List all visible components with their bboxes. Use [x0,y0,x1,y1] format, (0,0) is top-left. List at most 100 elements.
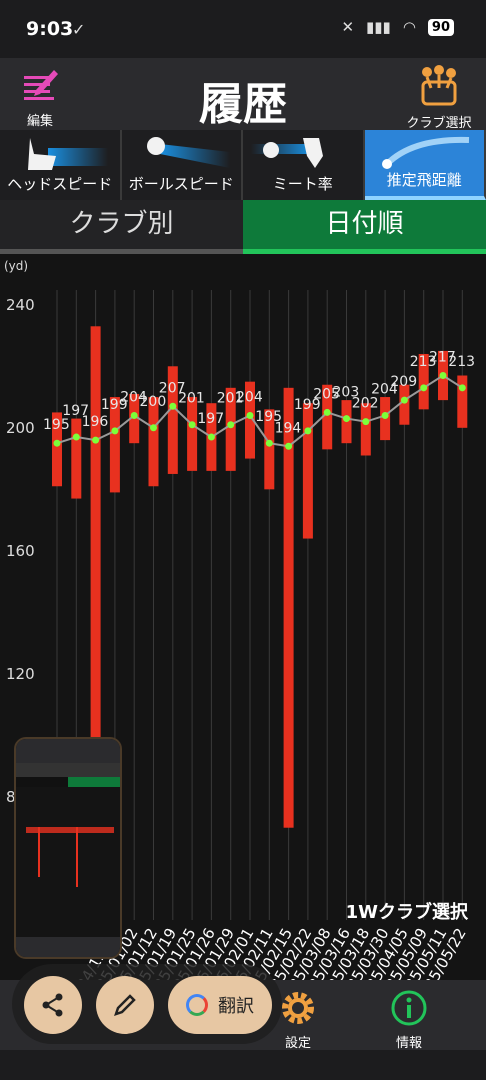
average-label: 197 [197,411,224,427]
status-bar: 9:03 ✓ ✕ ▮▮▮ ◠ 90 [0,0,486,58]
thumbnail-chart [16,787,120,937]
wifi-icon: ◠ [402,18,416,36]
club-select-button[interactable]: クラブ選択 [404,64,474,131]
range-bar [418,353,429,410]
y-tick-label: 120 [6,665,35,683]
average-label: 204 [371,382,398,398]
tab-head-speed[interactable]: ヘッドスピード [0,130,122,200]
average-point [323,408,331,416]
thumbnail-sort-tab [68,777,120,787]
nav-info[interactable]: 情報 [386,988,432,1051]
nav-settings[interactable]: 設定 [272,988,324,1051]
y-tick-label: 240 [6,296,35,314]
tab-estimated-distance[interactable]: 推定飛距離 [364,130,486,200]
range-bar [187,397,198,471]
ball-speed-icon [146,137,230,168]
tab-label: ヘッドスピード [7,175,113,193]
range-bar [109,397,120,493]
average-line [56,374,463,448]
average-point [188,421,196,429]
average-label: 202 [352,396,379,412]
signal-icon: ▮▮▮ [366,18,391,36]
app-header: 編集 履歴 クラブ選択 [0,58,486,131]
status-time: 9:03 [26,18,74,40]
tab-ball-speed[interactable]: ボールスピード [121,130,243,200]
range-bar [71,418,82,499]
average-point [92,436,100,444]
average-label: 201 [178,391,205,407]
average-point [362,418,370,426]
range-bar [90,326,101,797]
share-icon [42,993,63,1017]
nav-info-label: 情報 [395,1036,422,1051]
average-point [381,412,389,420]
trajectory-icon [381,136,469,169]
average-label: 209 [390,374,417,390]
pen-button[interactable] [96,976,154,1034]
edit-button[interactable]: 編集 [14,66,66,129]
tab-label: ボールスピード [128,175,234,193]
info-icon [391,990,427,1026]
y-unit-label: (yd) [4,259,28,273]
average-label: 204 [120,390,147,406]
average-label: 207 [159,380,186,396]
range-bar [264,409,275,490]
average-point [304,427,312,435]
range-bar [283,387,294,828]
floating-action-bar: 翻訳 [12,964,282,1044]
average-point [285,442,293,450]
average-label: 204 [236,390,263,406]
page-title: 履歴 [199,79,287,130]
sync-check-icon: ✓ [72,20,86,39]
screenshot-thumbnail[interactable] [14,737,122,959]
club-select-label: クラブ選択 [406,116,472,131]
range-bar [245,381,255,459]
battery-level: 90 [427,18,454,36]
average-label: 199 [294,397,321,413]
average-label: 197 [62,403,89,419]
golf-bag-icon [421,65,457,106]
average-label: 195 [43,417,70,433]
edit-icon [24,70,58,100]
average-point [130,412,138,420]
gear-icon [282,992,314,1024]
average-point [458,384,466,392]
range-bar [322,384,333,450]
club-caption: 1Wクラブ選択 [345,902,468,923]
average-label: 213 [448,354,475,370]
range-bar [457,375,468,428]
thumbnail-tabs [16,763,120,777]
average-point [169,402,177,410]
system-nav-bar [0,1050,486,1080]
tab-by-date[interactable]: 日付順 [243,200,486,254]
average-point [420,384,428,392]
tab-smash-factor[interactable]: ミート率 [243,130,365,200]
average-label: 217 [429,350,456,366]
tab-by-club[interactable]: クラブ別 [0,200,243,254]
thumbnail-nav [16,937,120,957]
nav-settings-label: 設定 [284,1036,311,1051]
average-point [227,421,235,429]
average-label: 213 [410,354,437,370]
average-point [111,427,119,435]
average-label: 205 [313,386,340,402]
average-label: 194 [275,420,302,436]
average-point [343,415,350,423]
smash-factor-icon [251,138,323,168]
average-point [439,372,447,380]
average-point [400,396,408,404]
sort-tab-bar: クラブ別 日付順 [0,200,486,254]
edit-label: 編集 [26,114,53,129]
range-bar [148,397,159,487]
average-point [72,433,80,441]
google-lens-icon [186,994,208,1016]
translate-button[interactable]: 翻訳 [168,976,272,1034]
share-button[interactable] [24,976,82,1034]
average-point [207,433,215,441]
range-bar [360,403,371,456]
average-label: 195 [255,409,282,425]
tab-label: ミート率 [272,175,333,193]
metric-tab-bar: ヘッドスピード ボールスピード ミート率 推定飛距離 [0,130,486,200]
range-bar [225,387,236,471]
average-label: 199 [101,397,128,413]
